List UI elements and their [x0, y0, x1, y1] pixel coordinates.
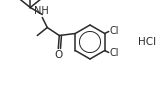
Text: HCl: HCl — [138, 37, 156, 47]
Text: Cl: Cl — [110, 48, 119, 59]
Text: O: O — [55, 50, 63, 60]
Text: NH: NH — [34, 6, 49, 16]
Text: Cl: Cl — [110, 26, 119, 35]
